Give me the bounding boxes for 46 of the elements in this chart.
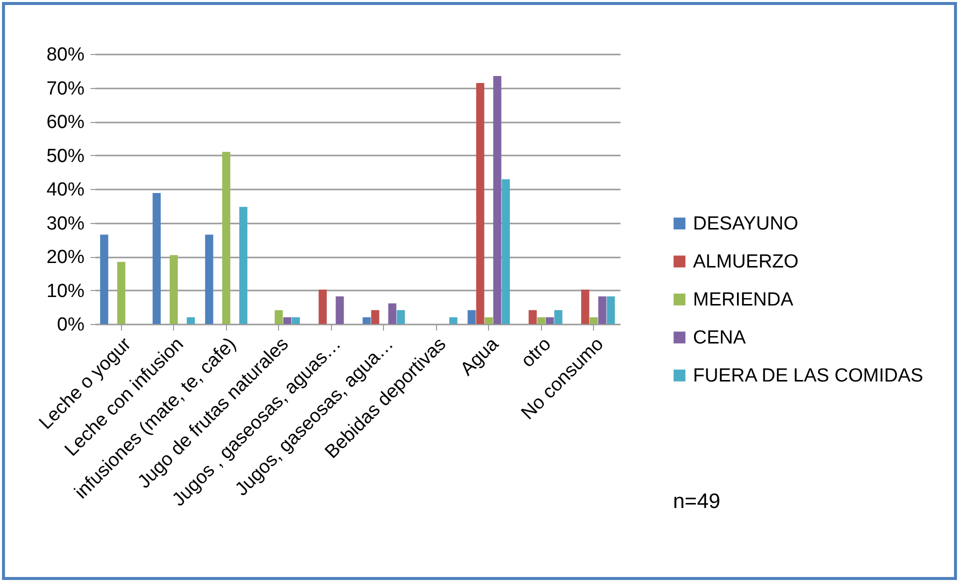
legend-label: CENA (693, 328, 746, 348)
bar (362, 317, 371, 324)
y-tick-label: 50% (46, 146, 85, 167)
y-tick-label: 10% (46, 280, 85, 302)
bar (388, 303, 396, 324)
bar (581, 290, 590, 324)
bar (537, 317, 546, 324)
bar (239, 206, 248, 324)
bar (283, 317, 292, 324)
bar (590, 317, 598, 324)
y-tick-label: 70% (46, 78, 85, 100)
bar (554, 310, 562, 324)
y-tick-label: 0% (57, 314, 85, 336)
y-tick-label: 80% (46, 44, 85, 66)
legend-label: DESAYUNO (693, 214, 798, 234)
legend-label: FUERA DE LAS COMIDAS (693, 366, 924, 386)
bar (274, 310, 283, 324)
y-tick-label: 30% (46, 213, 85, 234)
y-tick-label: 60% (46, 112, 85, 133)
bar (598, 296, 606, 324)
y-tick-label: 20% (46, 247, 85, 268)
bar (606, 296, 615, 324)
text: n=49 (673, 490, 720, 514)
bar (546, 317, 554, 324)
bar (117, 262, 126, 324)
bar (528, 310, 537, 324)
bar (205, 234, 214, 324)
bar (222, 152, 230, 324)
bar (396, 310, 405, 324)
bar (484, 317, 493, 324)
y-tick-label: 40% (46, 180, 85, 200)
bar (371, 310, 380, 324)
bar (449, 317, 458, 324)
bar (170, 255, 178, 324)
bar (468, 310, 476, 324)
bar (502, 179, 510, 324)
bar (493, 76, 502, 324)
legend-label: MERIENDA (693, 290, 794, 310)
bar (292, 317, 300, 324)
bar (318, 290, 327, 324)
bar (152, 193, 161, 324)
bar (336, 296, 344, 324)
legend-label: ALMUERZO (693, 252, 799, 272)
bar (186, 317, 195, 324)
bar (100, 234, 108, 324)
bar (476, 83, 484, 324)
